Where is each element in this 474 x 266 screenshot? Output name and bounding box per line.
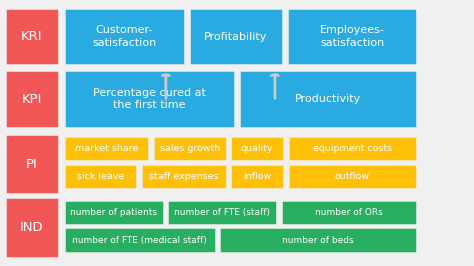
Text: sick leave: sick leave xyxy=(77,172,124,181)
FancyBboxPatch shape xyxy=(219,227,417,253)
FancyBboxPatch shape xyxy=(5,134,59,194)
Text: number of ORs: number of ORs xyxy=(315,208,383,217)
Text: inflow: inflow xyxy=(243,172,271,181)
FancyBboxPatch shape xyxy=(287,8,417,65)
Text: PI: PI xyxy=(26,158,38,171)
Text: number of beds: number of beds xyxy=(283,236,354,244)
FancyBboxPatch shape xyxy=(5,197,59,258)
FancyBboxPatch shape xyxy=(288,136,417,161)
Text: Percentage cured at
the first time: Percentage cured at the first time xyxy=(93,88,206,110)
Text: Productivity: Productivity xyxy=(295,94,361,104)
Text: KPI: KPI xyxy=(22,93,42,106)
FancyBboxPatch shape xyxy=(64,164,137,189)
FancyBboxPatch shape xyxy=(64,136,149,161)
Text: sales growth: sales growth xyxy=(160,144,220,153)
FancyBboxPatch shape xyxy=(230,164,284,189)
FancyBboxPatch shape xyxy=(141,164,227,189)
Text: KRI: KRI xyxy=(21,30,43,43)
FancyBboxPatch shape xyxy=(64,8,185,65)
FancyBboxPatch shape xyxy=(167,200,277,225)
FancyBboxPatch shape xyxy=(239,70,417,128)
Text: outflow: outflow xyxy=(335,172,370,181)
Text: number of FTE (medical staff): number of FTE (medical staff) xyxy=(73,236,207,244)
FancyBboxPatch shape xyxy=(5,70,59,128)
Text: number of patients: number of patients xyxy=(70,208,157,217)
Text: number of FTE (staff): number of FTE (staff) xyxy=(174,208,270,217)
FancyBboxPatch shape xyxy=(64,227,216,253)
Text: Employees-
satisfaction: Employees- satisfaction xyxy=(320,25,384,48)
FancyBboxPatch shape xyxy=(189,8,283,65)
Text: IND: IND xyxy=(20,221,44,234)
FancyBboxPatch shape xyxy=(288,164,417,189)
FancyBboxPatch shape xyxy=(64,200,164,225)
FancyBboxPatch shape xyxy=(281,200,417,225)
Text: staff expenses: staff expenses xyxy=(149,172,219,181)
FancyBboxPatch shape xyxy=(230,136,284,161)
FancyBboxPatch shape xyxy=(64,70,235,128)
FancyBboxPatch shape xyxy=(153,136,227,161)
Text: equipment costs: equipment costs xyxy=(313,144,392,153)
Text: market share: market share xyxy=(75,144,138,153)
Text: quality: quality xyxy=(241,144,273,153)
FancyBboxPatch shape xyxy=(5,8,59,65)
Text: Profitability: Profitability xyxy=(204,32,268,41)
Text: Customer-
satisfaction: Customer- satisfaction xyxy=(92,25,156,48)
